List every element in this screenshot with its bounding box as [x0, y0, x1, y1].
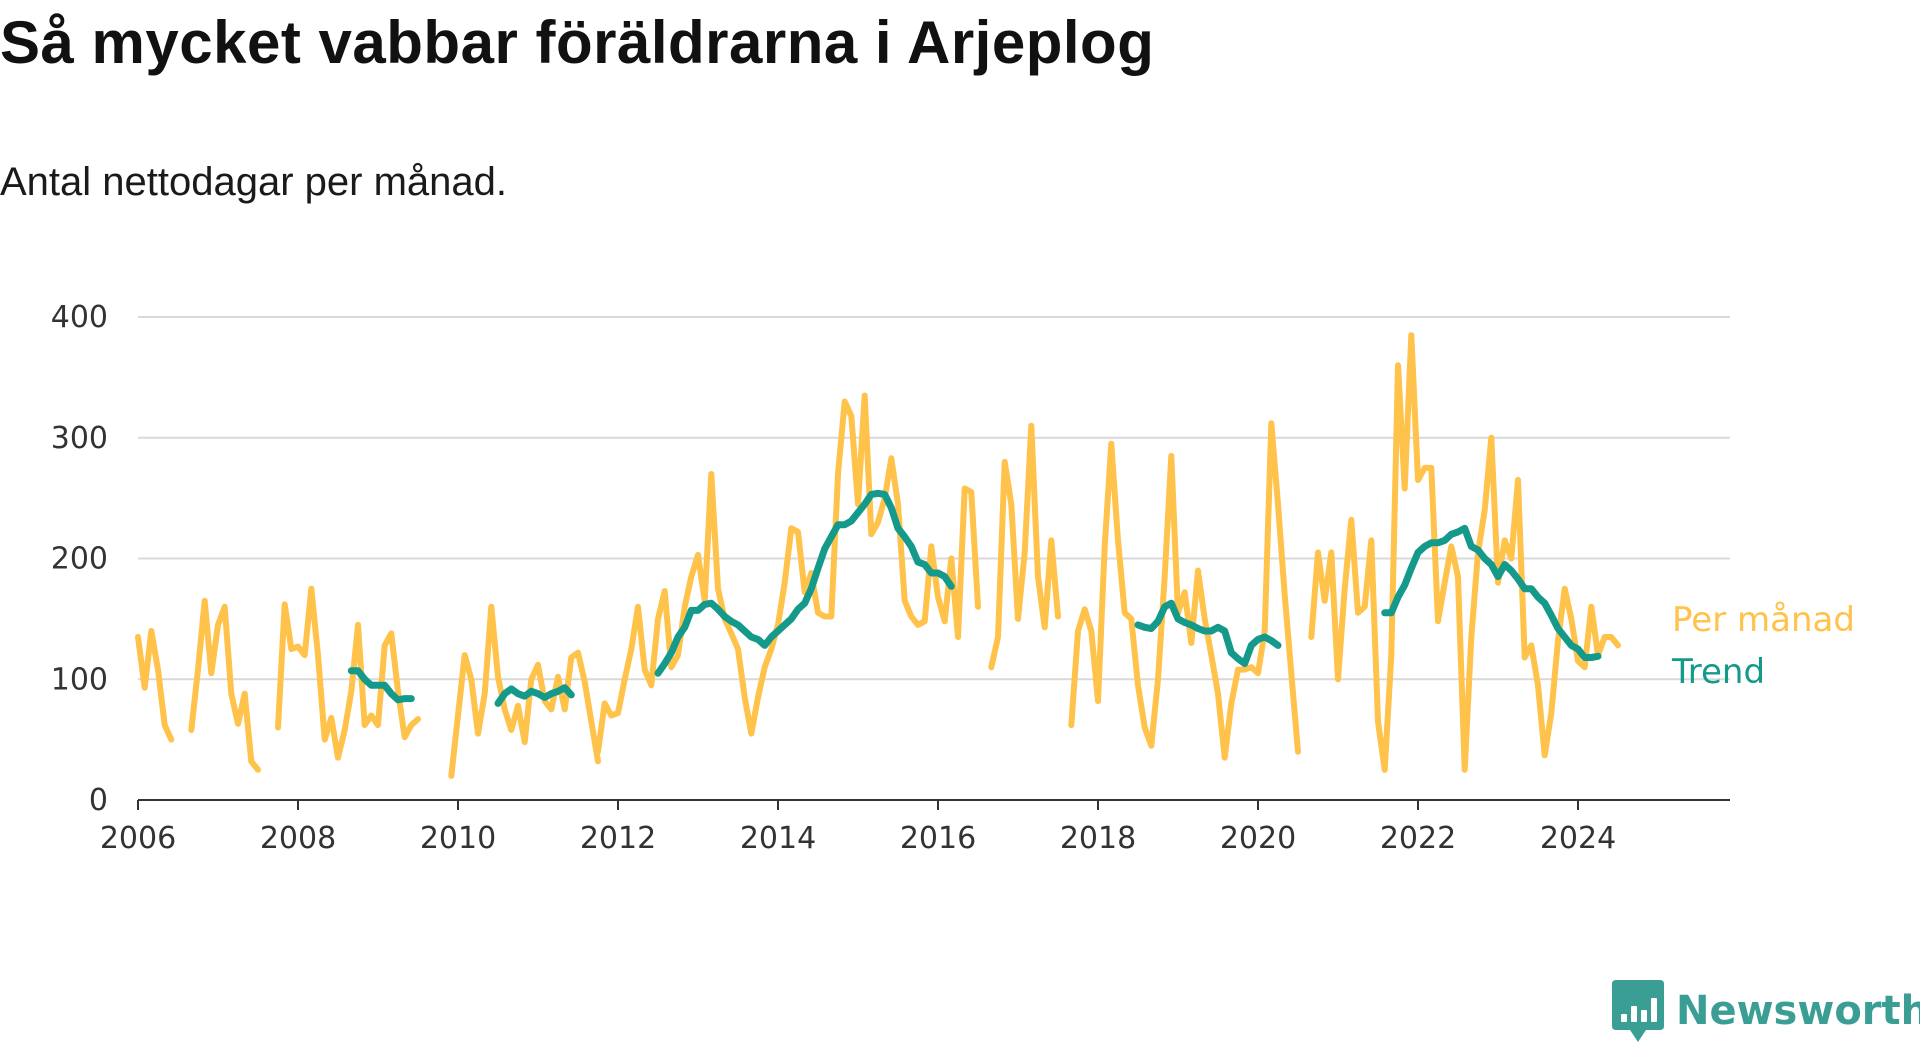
brand-name: Newsworthy: [1676, 988, 1920, 1034]
x-tick-label: 2016: [900, 821, 976, 856]
series-segment: [135, 628, 175, 743]
y-axis-ticks: 0 100 200 300 400: [51, 300, 108, 818]
series-segment: [595, 392, 981, 755]
series-segment: [494, 684, 575, 707]
series-segment: [188, 597, 261, 773]
chart-subtitle: Antal nettodagar per månad.: [0, 160, 508, 204]
legend: Per månad Trend: [1671, 600, 1855, 692]
y-tick-label: 300: [51, 421, 108, 456]
legend-label-per-manad: Per månad: [1672, 600, 1855, 640]
series-segment: [654, 489, 955, 677]
series-lines: [135, 332, 1621, 779]
y-tick-label: 400: [51, 300, 108, 335]
x-tick-label: 2006: [100, 821, 176, 856]
chart-title: Så mycket vabbar föräldrarna i Arjeplog: [0, 9, 1155, 76]
series-segment: [275, 585, 421, 761]
x-tick-label: 2024: [1540, 821, 1616, 856]
legend-label-trend: Trend: [1671, 652, 1765, 692]
gridlines: [138, 316, 1730, 681]
series-segment: [1068, 420, 1301, 761]
series-trend: [347, 489, 1602, 707]
series-per-manad: [135, 332, 1621, 779]
newsworthy-logo-icon: [1612, 980, 1664, 1042]
brand-logo: Newsworthy: [1612, 980, 1920, 1042]
y-tick-label: 100: [51, 662, 108, 697]
y-tick-label: 200: [51, 542, 108, 577]
x-tick-label: 2018: [1060, 821, 1136, 856]
series-segment: [988, 422, 1061, 671]
series-segment: [448, 603, 601, 779]
x-tick-label: 2008: [260, 821, 336, 856]
x-tick-label: 2010: [420, 821, 496, 856]
series-segment: [1134, 599, 1282, 668]
x-tick-label: 2014: [740, 821, 816, 856]
y-tick-label: 0: [89, 783, 108, 818]
x-tick-label: 2012: [580, 821, 656, 856]
series-segment: [347, 667, 415, 704]
series-segment: [1308, 332, 1621, 773]
x-tick-label: 2020: [1220, 821, 1296, 856]
x-axis-ticks: 2006 2008 2010 2012 2014 2016 2018 2020 2022 2024: [100, 799, 1730, 856]
x-tick-label: 2022: [1380, 821, 1456, 856]
series-segment: [1381, 524, 1602, 661]
